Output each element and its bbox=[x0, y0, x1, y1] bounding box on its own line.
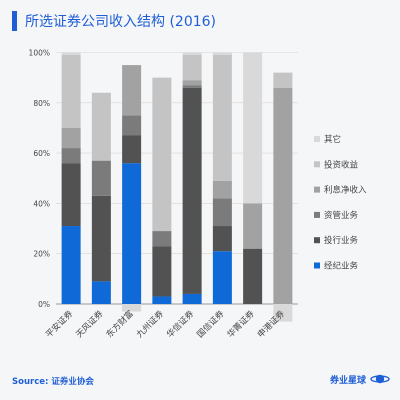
bar-segment bbox=[273, 72, 293, 88]
bar-segment bbox=[182, 85, 202, 88]
planet-icon bbox=[370, 374, 390, 384]
x-tick-label: 华菁证券 bbox=[225, 308, 257, 340]
bar-segment bbox=[273, 304, 293, 322]
brand-name: 券业星球 bbox=[329, 375, 366, 386]
bar-segment bbox=[182, 52, 202, 56]
bar-segment bbox=[182, 293, 202, 304]
legend-swatch bbox=[314, 136, 320, 142]
legend-label: 投资收益 bbox=[324, 159, 359, 170]
bar-segment bbox=[243, 248, 263, 304]
bar-segment bbox=[182, 55, 202, 81]
legend-label: 其它 bbox=[324, 134, 341, 145]
legend-swatch bbox=[314, 161, 320, 168]
brand: 券业星球 bbox=[330, 372, 390, 386]
bar-segment bbox=[182, 87, 202, 294]
title-bar: 所选证券公司收入结构 (2016) bbox=[12, 10, 216, 32]
bar-segment bbox=[152, 77, 172, 232]
bar-segment bbox=[122, 135, 142, 164]
y-tick-label: 20% bbox=[33, 250, 50, 259]
x-tick-label: 申港证券 bbox=[255, 308, 287, 340]
bar-segment bbox=[122, 304, 142, 312]
bar-segment bbox=[152, 246, 172, 297]
bar-segment bbox=[122, 163, 142, 304]
x-tick-label: 国信证券 bbox=[195, 308, 227, 340]
source-note: Source: 证券业协会 bbox=[12, 377, 94, 387]
x-tick-label: 九州证券 bbox=[134, 308, 166, 340]
bar-segment bbox=[91, 281, 111, 304]
y-tick-label: 0% bbox=[38, 300, 50, 309]
bar-segment bbox=[212, 180, 232, 199]
legend-label: 利息净收入 bbox=[324, 185, 367, 196]
bar-segment bbox=[182, 80, 202, 86]
bar-segment bbox=[273, 87, 293, 305]
bar-segment bbox=[61, 148, 81, 164]
legend-label: 资管业务 bbox=[324, 210, 359, 221]
bar-segment bbox=[61, 226, 81, 304]
legend-swatch bbox=[314, 262, 320, 269]
bar-segment bbox=[91, 160, 111, 196]
x-tick-label: 天风证券 bbox=[74, 308, 106, 340]
title-accent-bar bbox=[12, 11, 17, 31]
bar-segment bbox=[122, 65, 142, 116]
bar-segment bbox=[152, 231, 172, 247]
bar-segment bbox=[212, 52, 232, 56]
bar-segment bbox=[152, 296, 172, 304]
y-tick-label: 40% bbox=[33, 199, 50, 208]
y-tick-label: 100% bbox=[29, 49, 50, 58]
bar-segment bbox=[212, 226, 232, 252]
bar-segment bbox=[61, 127, 81, 149]
bar-segment bbox=[61, 55, 81, 128]
y-tick-label: 60% bbox=[33, 149, 50, 158]
bar-segment bbox=[243, 52, 263, 204]
page-title: 所选证券公司收入结构 (2016) bbox=[25, 14, 217, 30]
x-tick-label: 东方财富 bbox=[104, 308, 136, 340]
legend-swatch bbox=[314, 211, 320, 218]
bar-segment bbox=[91, 92, 111, 161]
bar-segment bbox=[212, 251, 232, 304]
bar-segment bbox=[212, 55, 232, 181]
bar-segment bbox=[61, 52, 81, 56]
bar-segment bbox=[91, 195, 111, 282]
bar-segment bbox=[122, 115, 142, 136]
x-tick-label: 平安证券 bbox=[43, 308, 75, 340]
legend-label: 经纪业务 bbox=[324, 261, 359, 272]
bar-segment bbox=[243, 203, 263, 249]
legend-swatch bbox=[314, 186, 320, 193]
legend-label: 投行业务 bbox=[324, 235, 359, 246]
bar-segment bbox=[61, 163, 81, 227]
y-tick-label: 80% bbox=[33, 99, 50, 108]
legend-swatch bbox=[314, 237, 320, 244]
x-tick-label: 华信证券 bbox=[164, 308, 196, 340]
bar-segment bbox=[212, 198, 232, 227]
